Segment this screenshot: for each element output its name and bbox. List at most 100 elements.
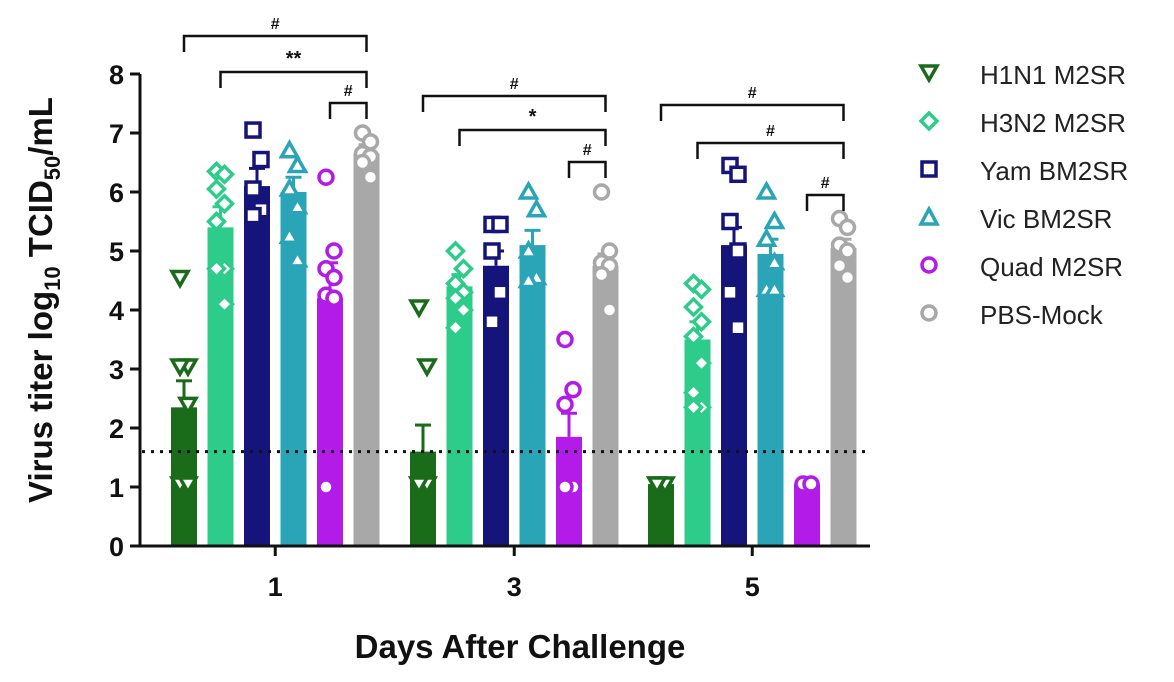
data-point [244, 206, 262, 225]
legend-label: H3N2 M2SR [980, 108, 1126, 138]
data-point [592, 265, 611, 284]
significance-label: * [529, 106, 537, 128]
data-point [286, 153, 309, 174]
x-tick-label: 3 [507, 572, 522, 602]
y-tick-label: 6 [109, 178, 124, 208]
y-tick-label: 5 [109, 237, 124, 267]
data-point [278, 224, 301, 244]
diamond-icon [918, 110, 940, 132]
y-tick-label: 1 [109, 473, 124, 503]
data-point [525, 198, 548, 218]
data-point [206, 211, 227, 232]
data-point [729, 165, 747, 184]
data-point [244, 180, 262, 198]
data-point [564, 380, 582, 399]
y-tick-label: 3 [109, 355, 124, 385]
data-point [645, 476, 669, 496]
data-point [763, 209, 786, 230]
data-point [453, 299, 474, 321]
y-tick-label: 0 [109, 532, 124, 562]
bar-h1n1-m2sr-day5 [648, 484, 674, 546]
bar-pbs-mock-day1 [353, 153, 380, 546]
legend-item-pbs: PBS-Mock [918, 298, 1168, 346]
data-point [755, 180, 778, 200]
significance-label: # [271, 16, 280, 33]
bar-yam-bm2sr-day1 [244, 186, 270, 546]
significance-label: # [766, 123, 775, 140]
square-icon [920, 160, 938, 178]
bar-yam-bm2sr-day3 [483, 265, 509, 546]
data-point [763, 277, 786, 298]
significance-bracket [219, 70, 368, 88]
significance-bracket [421, 94, 607, 112]
data-point [445, 287, 466, 309]
y-tick-label: 7 [109, 119, 124, 149]
significance-bracket [182, 34, 368, 52]
significance-bracket [458, 128, 607, 146]
data-point [491, 215, 509, 234]
legend-label: H1N1 M2SR [980, 60, 1126, 90]
y-axis-title: Virus titer log10 TCID50/mL [22, 97, 65, 503]
data-point [325, 242, 343, 260]
data-point [592, 183, 611, 201]
x-tick-label: 1 [268, 572, 283, 602]
significance-label: ** [286, 48, 302, 70]
legend-item-h1n1: H1N1 M2SR [918, 58, 1168, 106]
data-point [683, 396, 704, 418]
data-point [691, 352, 712, 374]
significance-bracket [696, 141, 845, 159]
data-point [691, 311, 712, 333]
data-point [445, 240, 466, 262]
data-point [556, 330, 574, 349]
data-point [176, 396, 200, 416]
y-tick-label: 8 [109, 60, 124, 90]
data-point [517, 239, 540, 259]
data-point [838, 242, 857, 260]
data-point [407, 299, 431, 319]
data-point [252, 150, 270, 169]
significance-bracket [659, 103, 845, 121]
data-point [214, 193, 235, 215]
bar-quad-m2sr-day1 [317, 298, 343, 546]
data-point [317, 168, 335, 186]
data-point [407, 476, 431, 496]
data-point [763, 251, 786, 271]
significance-bracket [567, 160, 607, 178]
data-point [325, 268, 343, 287]
data-point [802, 475, 820, 493]
data-point [556, 478, 574, 496]
data-point [278, 139, 301, 159]
bar-quad-m2sr-day5 [794, 484, 820, 546]
bar-vic-bm2sr-day1 [280, 192, 307, 546]
data-point [214, 163, 235, 185]
legend-label: PBS-Mock [980, 300, 1103, 330]
data-point [838, 218, 857, 237]
bar-h3n2-m2sr-day5 [684, 339, 711, 546]
triangle-icon [918, 206, 940, 226]
y-tick-label: 4 [109, 296, 124, 326]
data-point [556, 395, 574, 414]
data-point [206, 258, 227, 280]
data-point [445, 317, 466, 339]
data-point [168, 358, 192, 378]
data-point [491, 283, 509, 302]
significance-label: # [510, 76, 519, 93]
legend-label: Yam BM2SR [980, 156, 1129, 186]
data-point [317, 478, 335, 496]
significance-label: # [583, 142, 592, 159]
data-point [755, 227, 778, 247]
legend-label: Quad M2SR [980, 252, 1124, 282]
data-point [453, 258, 474, 280]
data-point [729, 242, 747, 260]
data-point [361, 168, 380, 186]
bar-vic-bm2sr-day3 [519, 245, 546, 546]
legend-item-h3n2: H3N2 M2SR [918, 106, 1168, 154]
data-point [729, 318, 747, 337]
data-point [483, 242, 501, 260]
data-point [600, 301, 619, 319]
legend: H1N1 M2SR H3N2 M2SR Yam BM2SR Vic BM2SR … [918, 58, 1168, 346]
x-axis-title: Days After Challenge [354, 628, 686, 665]
x-tick-label: 5 [745, 572, 760, 602]
data-point [278, 177, 301, 197]
data-point [214, 293, 235, 315]
